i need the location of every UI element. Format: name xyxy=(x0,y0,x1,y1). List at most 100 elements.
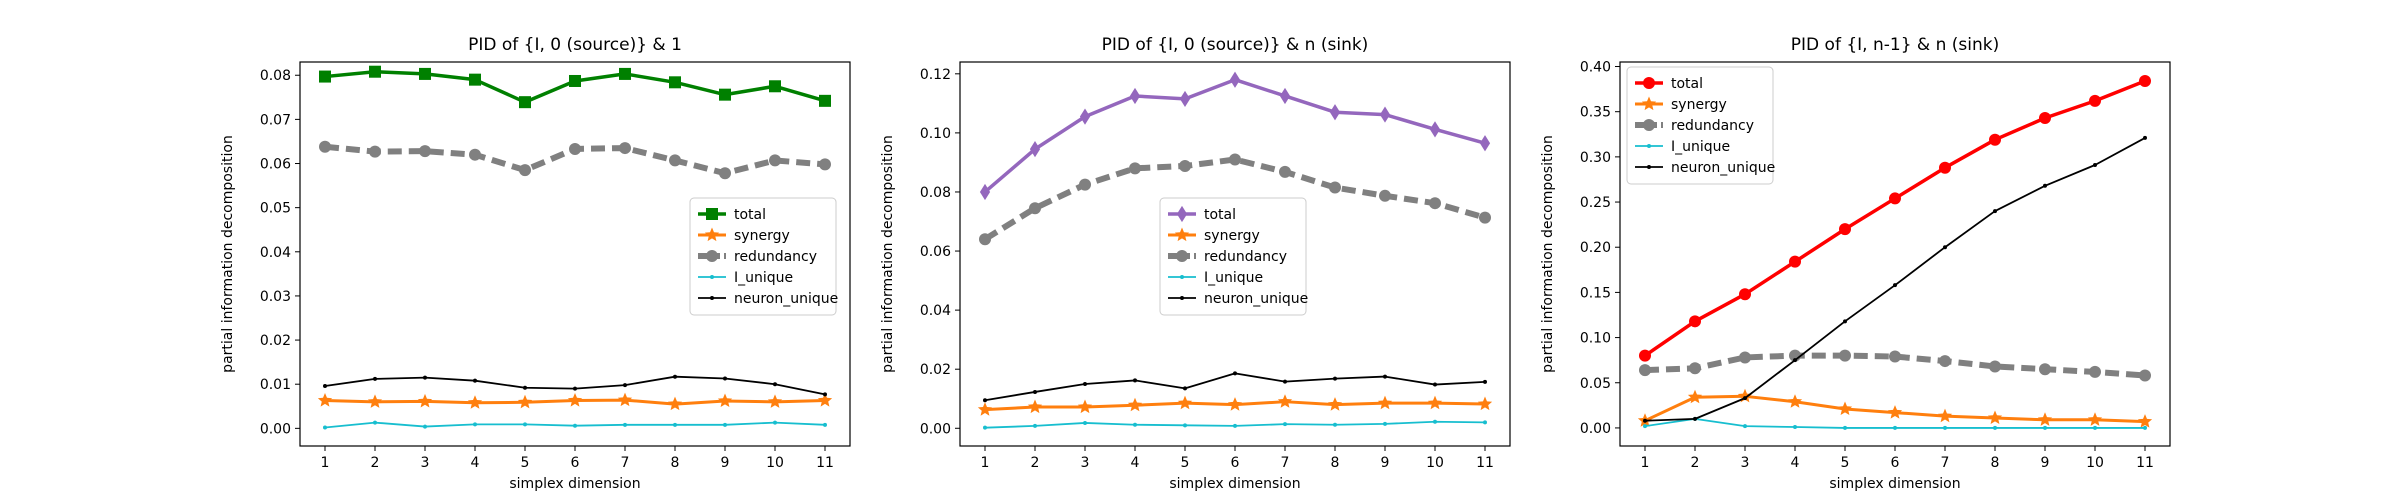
y-tick-label: 0.02 xyxy=(920,362,951,378)
data-point-redundancy xyxy=(1739,351,1751,364)
data-point-redundancy xyxy=(2039,363,2051,376)
data-point-synergy xyxy=(1787,394,1803,408)
data-point-total xyxy=(669,76,681,89)
data-point-neuron_unique xyxy=(1793,358,1797,363)
data-point-neuron_unique xyxy=(1943,245,1947,250)
data-point-I_unique xyxy=(1483,420,1487,425)
x-tick-label: 4 xyxy=(471,455,480,471)
series-line-redundancy xyxy=(983,156,1486,242)
data-point-I_unique xyxy=(673,422,677,427)
data-point-I_unique xyxy=(1183,423,1187,428)
data-point-neuron_unique xyxy=(1233,371,1237,376)
data-point-total xyxy=(1789,255,1801,268)
data-point-total xyxy=(2089,94,2101,107)
data-point-neuron_unique xyxy=(1283,379,1287,384)
data-point-total xyxy=(1279,87,1291,105)
data-point-I_unique xyxy=(1233,423,1237,428)
data-point-I_unique xyxy=(1643,424,1647,429)
series-line-neuron_unique xyxy=(324,375,826,396)
data-point-total xyxy=(1079,108,1091,125)
x-tick-label: 1 xyxy=(321,455,330,471)
legend-label-I_unique: I_unique xyxy=(1204,270,1263,286)
data-point-total xyxy=(519,96,531,109)
data-point-neuron_unique xyxy=(1083,381,1087,386)
data-point-neuron_unique xyxy=(823,392,827,397)
y-tick-label: 0.12 xyxy=(920,67,951,83)
data-point-synergy xyxy=(1327,397,1343,411)
data-point-redundancy xyxy=(819,158,831,171)
data-point-redundancy xyxy=(1379,189,1391,202)
data-point-redundancy xyxy=(619,142,631,155)
legend-label-synergy: synergy xyxy=(1671,97,1727,113)
x-tick-label: 1 xyxy=(981,455,990,471)
data-point-synergy xyxy=(467,395,483,409)
data-point-total xyxy=(1839,223,1851,236)
data-point-synergy xyxy=(1987,410,2003,425)
legend-label-redundancy: redundancy xyxy=(1204,249,1287,265)
y-tick-label: 0.06 xyxy=(260,157,291,173)
legend-marker-I_unique xyxy=(710,275,714,279)
legend-label-neuron_unique: neuron_unique xyxy=(734,291,838,307)
data-point-synergy xyxy=(667,396,683,411)
data-point-I_unique xyxy=(373,420,377,425)
x-tick-label: 11 xyxy=(1476,455,1494,471)
data-point-I_unique xyxy=(1033,423,1037,428)
y-tick-label: 0.10 xyxy=(1580,331,1611,347)
data-point-neuron_unique xyxy=(423,375,427,380)
data-point-redundancy xyxy=(419,145,431,158)
series-synergy xyxy=(317,392,833,411)
data-point-synergy xyxy=(2137,414,2153,428)
data-point-neuron_unique xyxy=(1433,382,1437,387)
series-I_unique xyxy=(323,420,827,430)
data-point-synergy xyxy=(1477,396,1493,411)
y-axis-label: partial information decomposition xyxy=(220,135,236,373)
data-point-total xyxy=(1889,192,1901,205)
data-point-I_unique xyxy=(1843,425,1847,430)
data-point-neuron_unique xyxy=(1843,319,1847,324)
series-total xyxy=(319,65,831,109)
legend-marker-neuron_unique xyxy=(1647,165,1651,169)
series-redundancy xyxy=(1639,349,2151,382)
legend-marker-I_unique xyxy=(1647,144,1651,148)
data-point-redundancy xyxy=(1129,162,1141,175)
legend-label-I_unique: I_unique xyxy=(734,270,793,286)
data-point-I_unique xyxy=(1283,422,1287,427)
legend-marker-redundancy xyxy=(1643,119,1655,131)
x-tick-label: 4 xyxy=(1791,455,1800,471)
chart-title: PID of {I, 0 (source)} & n (sink) xyxy=(1102,35,1369,55)
series-total xyxy=(1639,74,2151,362)
x-tick-label: 5 xyxy=(521,455,530,471)
data-point-I_unique xyxy=(2043,425,2047,430)
data-point-neuron_unique xyxy=(473,378,477,383)
series-synergy xyxy=(1637,388,2153,428)
data-point-redundancy xyxy=(1029,202,1041,215)
x-tick-label: 5 xyxy=(1181,455,1190,471)
chart-1: PID of {I, 0 (source)} & 1 1 2 3 4 5 6 7 8 9 10 11 0… xyxy=(220,35,851,492)
x-tick-label: 5 xyxy=(1841,455,1850,471)
data-point-I_unique xyxy=(473,422,477,427)
data-point-I_unique xyxy=(1943,425,1947,430)
x-tick-label: 10 xyxy=(766,455,784,471)
data-point-I_unique xyxy=(323,425,327,430)
y-tick-label: 0.25 xyxy=(1580,195,1611,211)
data-point-neuron_unique xyxy=(523,385,527,390)
legend-marker-synergy xyxy=(1174,227,1190,242)
legend-box xyxy=(689,197,837,316)
data-point-redundancy xyxy=(1279,165,1291,178)
data-point-redundancy xyxy=(2089,365,2101,378)
y-tick-label: 0.05 xyxy=(260,201,291,217)
x-tick-label: 2 xyxy=(1691,455,1700,471)
data-point-redundancy xyxy=(1689,362,1701,375)
data-point-total xyxy=(1939,161,1951,174)
data-point-redundancy xyxy=(1889,350,1901,363)
x-tick-label: 8 xyxy=(1991,455,2000,471)
data-point-neuron_unique xyxy=(1333,376,1337,381)
x-tick-label: 9 xyxy=(721,455,730,471)
data-point-synergy xyxy=(1427,395,1443,410)
data-point-redundancy xyxy=(569,142,581,155)
y-tick-label: 0.00 xyxy=(1580,421,1611,437)
data-point-neuron_unique xyxy=(1693,416,1697,421)
series-total xyxy=(979,71,1491,201)
plot-frame xyxy=(959,61,1511,447)
